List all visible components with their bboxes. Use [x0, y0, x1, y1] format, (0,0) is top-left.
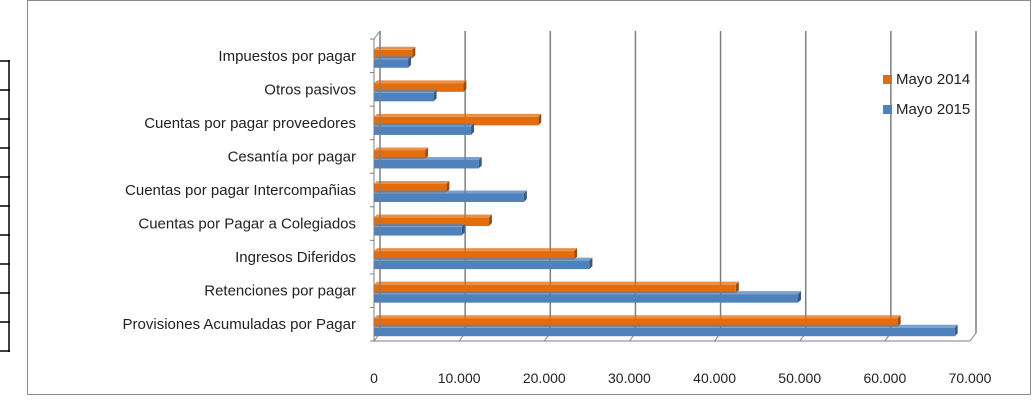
bar	[374, 190, 527, 202]
bar	[374, 214, 492, 227]
x-tick-label: 0	[370, 370, 378, 386]
category-label: Cuentas por pagar proveedores	[144, 115, 356, 132]
bar	[374, 56, 412, 68]
bar	[374, 281, 739, 294]
x-tick-label: 50.000	[778, 370, 821, 386]
legend-label: Mayo 2015	[896, 101, 970, 118]
bar	[374, 315, 901, 327]
legend-item: Mayo 2014	[883, 71, 970, 88]
bar	[374, 224, 465, 236]
category-label: Provisiones Acumuladas por Pagar	[123, 316, 356, 333]
x-tick-label: 40.000	[693, 370, 736, 386]
x-tick-label: 70.000	[949, 370, 992, 386]
category-label: Impuestos por pagar	[218, 48, 356, 65]
bar	[374, 89, 437, 102]
bar	[374, 324, 958, 337]
bar	[374, 181, 450, 193]
bar	[374, 123, 475, 135]
x-tick-label: 20.000	[523, 370, 566, 386]
adjacent-table-edge-lines	[0, 60, 10, 352]
category-label: Ingresos Diferidos	[235, 249, 356, 266]
legend: Mayo 2014 Mayo 2015	[883, 71, 970, 118]
bar	[374, 156, 482, 169]
x-tick-label: 30.000	[608, 370, 651, 386]
legend-label: Mayo 2014	[896, 71, 970, 88]
category-label: Cuentas por Pagar a Colegiados	[138, 216, 356, 233]
bar	[374, 291, 802, 303]
category-label: Cesantía por pagar	[228, 148, 356, 165]
legend-swatch	[883, 105, 892, 114]
category-label: Cuentas por pagar Intercompañias	[125, 182, 356, 199]
bar-chart: Provisiones Acumuladas por Pagar Retencio…	[123, 30, 992, 386]
bars	[374, 46, 958, 337]
category-label: Otros pasivos	[264, 81, 356, 98]
x-tick-label: 60.000	[863, 370, 906, 386]
legend-item: Mayo 2015	[883, 101, 970, 118]
bar	[374, 113, 542, 126]
category-labels: Provisiones Acumuladas por Pagar Retencio…	[123, 48, 356, 333]
bar	[374, 248, 578, 260]
floor-line	[969, 332, 977, 342]
chart-frame: Provisiones Acumuladas por Pagar Retencio…	[27, 0, 1031, 395]
x-tick-label: 10.000	[438, 370, 481, 386]
bar	[374, 80, 467, 92]
bar	[374, 257, 593, 270]
axes	[370, 30, 970, 342]
bar	[374, 147, 429, 159]
legend-swatch	[883, 75, 892, 84]
adjacent-table-edge	[0, 60, 10, 352]
bar	[374, 46, 416, 59]
category-label: Retenciones por pagar	[204, 283, 356, 300]
tick-labels: 0 10.000 20.000 30.000 40.000 50.000 60.000 70.…	[370, 370, 992, 386]
